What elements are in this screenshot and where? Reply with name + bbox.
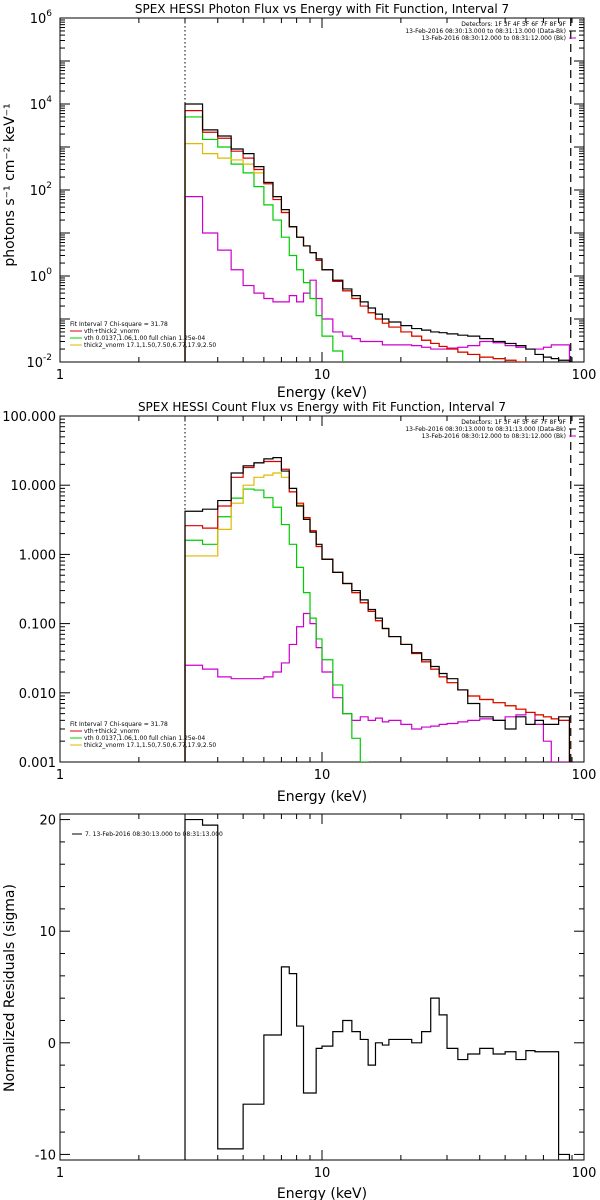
legend-top-right-entry: Detectors: 1F 3F 4F 5F 6F 7F 8F 9F [461,21,566,28]
series-line-vth [184,488,369,762]
x-tick-label: 10 [314,368,331,383]
series-line-7-13-feb-2016-08-30-13-000-to-08-31-13-000 [184,818,571,1160]
x-axis-label: Energy (keV) [277,385,367,401]
legend-entry: Fit Interval 7 Chi-square = 31.78 [70,721,168,728]
panel-title: SPEX HESSI Photon Flux vs Energy with Fi… [135,2,509,16]
series-layer [184,457,571,762]
legend-entry: vth+thick2_vnorm [84,728,140,735]
legend-entry: 7. 13-Feb-2016 08:30:13.000 to 08:31:13.… [85,831,223,838]
y-tick-label: 0 [48,1037,56,1052]
legend-entry: vth 0.0137,1.06,1.00 full chian 1.25e-04 [84,335,205,342]
y-tick-label: 0.010 [19,687,56,702]
x-tick-label: 100 [572,1166,597,1181]
y-tick-label: 100.000 [2,410,56,425]
y-tick-base: 10 [30,12,47,27]
x-tick-label: 1 [56,368,64,383]
y-tick-exponent: 2 [46,181,52,191]
y-axis-label: photons s⁻¹ cm⁻² keV⁻¹ [2,103,18,266]
x-tick-label: 100 [572,768,597,783]
y-tick-base: 10 [26,356,43,371]
plot-frame [59,813,585,1161]
series-layer [184,818,571,1160]
y-axis-label: Normalized Residuals (sigma) [2,884,18,1092]
y-tick-label: -10 [35,1148,56,1163]
legend-entry: thick2_vnorm 17.1,1.50,7.50,6.77,17.9,2.… [84,742,216,749]
y-tick-label: 20 [39,814,56,829]
y-tick-label: 0.100 [19,618,56,633]
panel-title: SPEX HESSI Count Flux vs Energy with Fit… [138,400,506,414]
residuals-panel: Energy (keV) Normalized Residuals (sigma… [2,813,597,1200]
series-line-vth-thick2-vnorm [184,460,571,762]
y-tick-label: 100 [30,267,53,285]
legend-top-right-entry: 13-Feb-2016 08:30:12.000 to 08:31:12.000… [422,35,566,42]
y-tick-label: 10.000 [11,479,57,494]
series-line-thick2-vnorm [184,143,527,362]
y-tick-label: 10 [39,925,56,940]
series-layer [184,103,571,362]
legend-entry: Fit Interval 7 Chi-square = 31.78 [70,321,168,328]
series-line-bk [184,612,571,762]
legend-top-right-entry: Detectors: 1F 3F 4F 5F 6F 7F 8F 9F [461,419,566,426]
y-tick-base: 10 [30,270,47,285]
y-tick-label: 106 [30,9,53,27]
y-tick-label: 0.001 [19,756,56,771]
y-tick-exponent: -2 [43,353,52,363]
series-line-data-bk [184,457,571,762]
y-tick-label: 10-2 [26,353,52,371]
y-tick-exponent: 4 [46,95,52,105]
x-tick-label: 1 [56,1166,64,1181]
x-tick-label: 1 [56,768,64,783]
x-tick-label: 10 [314,768,331,783]
series-line-vth [184,116,344,362]
y-tick-exponent: 0 [46,267,52,277]
x-axis-label: Energy (keV) [277,1186,367,1200]
count-flux-panel: SPEX HESSI Count Flux vs Energy with Fit… [2,400,596,805]
x-tick-label: 10 [314,1166,331,1181]
x-axis-label: Energy (keV) [277,789,367,805]
legend-entry: thick2_vnorm 17.1,1.50,7.50,6.77,17.9,2.… [84,342,216,349]
legend-top-right-entry: 13-Feb-2016 08:30:13.000 to 08:31:13.000… [405,28,566,35]
y-tick-exponent: 6 [46,9,52,19]
series-line-vth-thick2-vnorm [184,110,527,362]
legend-top-right-entry: 13-Feb-2016 08:30:13.000 to 08:31:13.000… [405,426,566,433]
photon-flux-panel: SPEX HESSI Photon Flux vs Energy with Fi… [2,2,597,401]
series-line-data-bk [184,103,571,362]
x-tick-label: 100 [572,368,597,383]
y-tick-label: 1.000 [19,548,56,563]
legend-entry: vth 0.0137,1.06,1.00 full chian 1.25e-04 [84,735,205,742]
y-tick-label: 104 [30,95,53,113]
legend-entry: vth+thick2_vnorm [84,328,140,335]
legend-top-right-entry: 13-Feb-2016 08:30:12.000 to 08:31:12.000… [422,433,566,440]
y-tick-label: 102 [30,181,52,199]
series-line-thick2-vnorm [184,472,571,762]
series-line-bk [184,196,571,362]
plot-frame [59,415,585,763]
y-tick-base: 10 [30,184,47,199]
y-tick-base: 10 [30,98,47,113]
